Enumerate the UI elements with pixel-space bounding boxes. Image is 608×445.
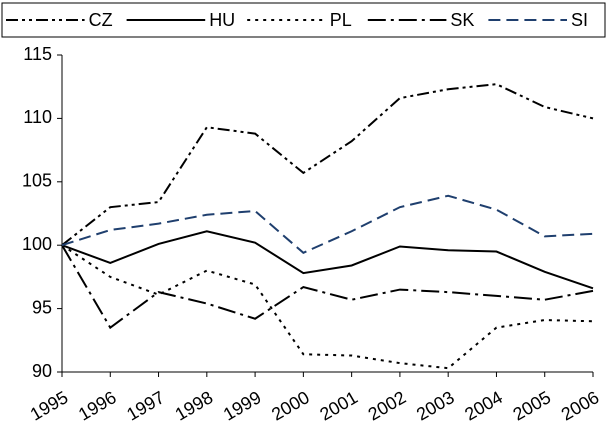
legend: CZ HU PL SK SI <box>6 10 588 30</box>
x-tick-label: 1999 <box>220 387 265 424</box>
series-line <box>61 83 594 246</box>
y-tick-label: 110 <box>23 107 52 127</box>
x-tick-label: 1997 <box>123 387 168 424</box>
x-tick-label: 1998 <box>172 387 217 424</box>
x-tick-label: 1995 <box>27 387 72 424</box>
legend-label: CZ <box>89 10 113 30</box>
legend-label: PL <box>330 10 352 30</box>
x-tick-label: 2005 <box>509 387 554 424</box>
x-tick-label: 2001 <box>316 387 361 424</box>
y-tick-label: 115 <box>23 44 52 64</box>
legend-box <box>1 2 606 38</box>
x-tick-label: 2006 <box>558 387 603 424</box>
series-line <box>61 230 594 290</box>
x-tick-label: 2004 <box>461 387 506 424</box>
x-tick-label: 2000 <box>268 387 313 424</box>
legend-label: HU <box>209 10 235 30</box>
y-tick-label: 100 <box>22 234 52 254</box>
y-tick-label: 90 <box>32 361 52 381</box>
y-tick-label: 105 <box>22 171 52 191</box>
x-tick-label: 2003 <box>413 387 458 424</box>
legend-label: SK <box>450 10 474 30</box>
x-tick-label: 1996 <box>75 387 120 424</box>
x-tick-label: 2002 <box>365 387 410 424</box>
legend-label: SI <box>571 10 588 30</box>
series-line <box>61 194 594 254</box>
series-line <box>61 244 594 370</box>
y-tick-label: 95 <box>32 297 52 317</box>
